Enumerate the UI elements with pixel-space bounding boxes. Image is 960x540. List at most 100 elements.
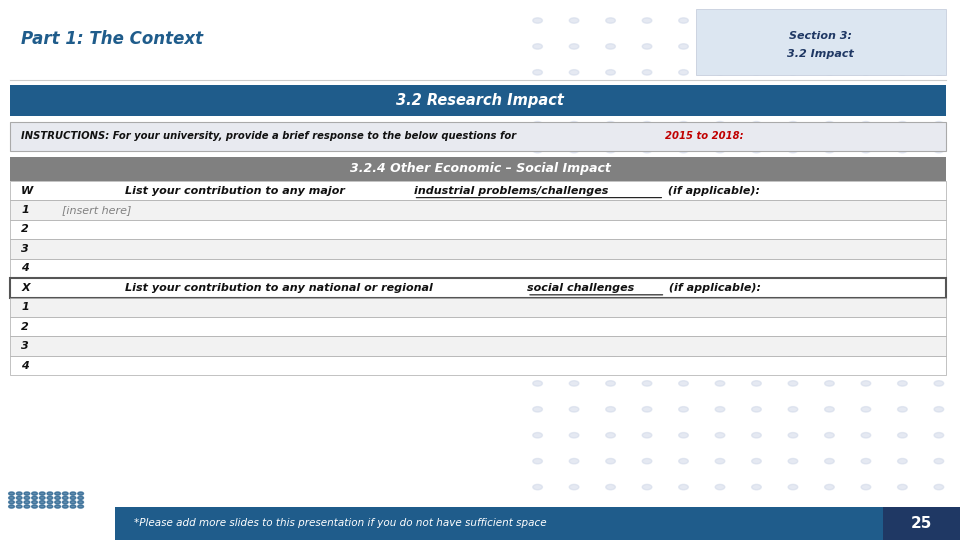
Circle shape: [679, 381, 688, 386]
Circle shape: [679, 122, 688, 127]
Circle shape: [934, 44, 944, 49]
Circle shape: [788, 484, 798, 490]
Circle shape: [39, 501, 45, 504]
Circle shape: [861, 225, 871, 231]
Circle shape: [70, 492, 76, 495]
Text: *Please add more slides to this presentation if you do not have sufficient space: *Please add more slides to this presenta…: [134, 518, 547, 528]
Circle shape: [861, 251, 871, 256]
Circle shape: [569, 199, 579, 205]
Circle shape: [934, 277, 944, 282]
Circle shape: [825, 225, 834, 231]
Circle shape: [934, 173, 944, 179]
Circle shape: [934, 329, 944, 334]
Circle shape: [861, 199, 871, 205]
Circle shape: [752, 381, 761, 386]
Circle shape: [679, 173, 688, 179]
Circle shape: [679, 433, 688, 438]
Circle shape: [825, 329, 834, 334]
Circle shape: [788, 96, 798, 101]
Circle shape: [16, 505, 22, 508]
Circle shape: [642, 303, 652, 308]
Circle shape: [533, 510, 542, 516]
Circle shape: [39, 496, 45, 500]
Circle shape: [715, 251, 725, 256]
Circle shape: [533, 303, 542, 308]
FancyBboxPatch shape: [10, 278, 946, 298]
Circle shape: [533, 458, 542, 464]
Circle shape: [606, 303, 615, 308]
Circle shape: [861, 303, 871, 308]
Circle shape: [715, 147, 725, 153]
Circle shape: [569, 355, 579, 360]
Circle shape: [569, 458, 579, 464]
Circle shape: [606, 225, 615, 231]
FancyBboxPatch shape: [10, 200, 946, 220]
Circle shape: [898, 277, 907, 282]
Circle shape: [752, 70, 761, 75]
Circle shape: [569, 433, 579, 438]
Circle shape: [569, 147, 579, 153]
Circle shape: [898, 484, 907, 490]
Circle shape: [62, 501, 68, 504]
Circle shape: [861, 407, 871, 412]
Circle shape: [679, 303, 688, 308]
Circle shape: [55, 501, 60, 504]
Circle shape: [825, 96, 834, 101]
Circle shape: [642, 329, 652, 334]
Circle shape: [533, 122, 542, 127]
Circle shape: [861, 122, 871, 127]
Circle shape: [752, 510, 761, 516]
Circle shape: [752, 44, 761, 49]
Circle shape: [569, 122, 579, 127]
Circle shape: [606, 44, 615, 49]
Circle shape: [752, 225, 761, 231]
Circle shape: [861, 44, 871, 49]
Circle shape: [715, 303, 725, 308]
Circle shape: [569, 381, 579, 386]
Circle shape: [642, 407, 652, 412]
Circle shape: [752, 122, 761, 127]
Circle shape: [898, 381, 907, 386]
Circle shape: [934, 407, 944, 412]
Circle shape: [62, 492, 68, 495]
FancyBboxPatch shape: [10, 336, 946, 356]
Circle shape: [569, 303, 579, 308]
Circle shape: [788, 122, 798, 127]
Circle shape: [533, 70, 542, 75]
Circle shape: [24, 505, 30, 508]
Circle shape: [569, 44, 579, 49]
FancyBboxPatch shape: [10, 239, 946, 259]
Circle shape: [47, 496, 53, 500]
Circle shape: [898, 303, 907, 308]
Circle shape: [934, 147, 944, 153]
Text: W: W: [21, 186, 34, 195]
Circle shape: [788, 433, 798, 438]
Circle shape: [679, 44, 688, 49]
Circle shape: [825, 70, 834, 75]
Circle shape: [752, 433, 761, 438]
Circle shape: [679, 199, 688, 205]
Circle shape: [752, 355, 761, 360]
Circle shape: [898, 458, 907, 464]
Circle shape: [62, 496, 68, 500]
Circle shape: [715, 70, 725, 75]
Circle shape: [788, 199, 798, 205]
Text: 3.2 Research Impact: 3.2 Research Impact: [396, 93, 564, 108]
Circle shape: [569, 251, 579, 256]
Circle shape: [715, 458, 725, 464]
Circle shape: [70, 496, 76, 500]
Text: 2: 2: [21, 225, 29, 234]
Circle shape: [16, 492, 22, 495]
Text: 2015 to 2018:: 2015 to 2018:: [664, 131, 743, 141]
Circle shape: [24, 501, 30, 504]
Circle shape: [861, 355, 871, 360]
Circle shape: [533, 433, 542, 438]
Circle shape: [861, 329, 871, 334]
Text: Section 3:: Section 3:: [789, 31, 852, 42]
Circle shape: [78, 496, 84, 500]
Circle shape: [825, 381, 834, 386]
Circle shape: [533, 251, 542, 256]
FancyBboxPatch shape: [115, 507, 883, 540]
Circle shape: [533, 329, 542, 334]
Circle shape: [715, 381, 725, 386]
